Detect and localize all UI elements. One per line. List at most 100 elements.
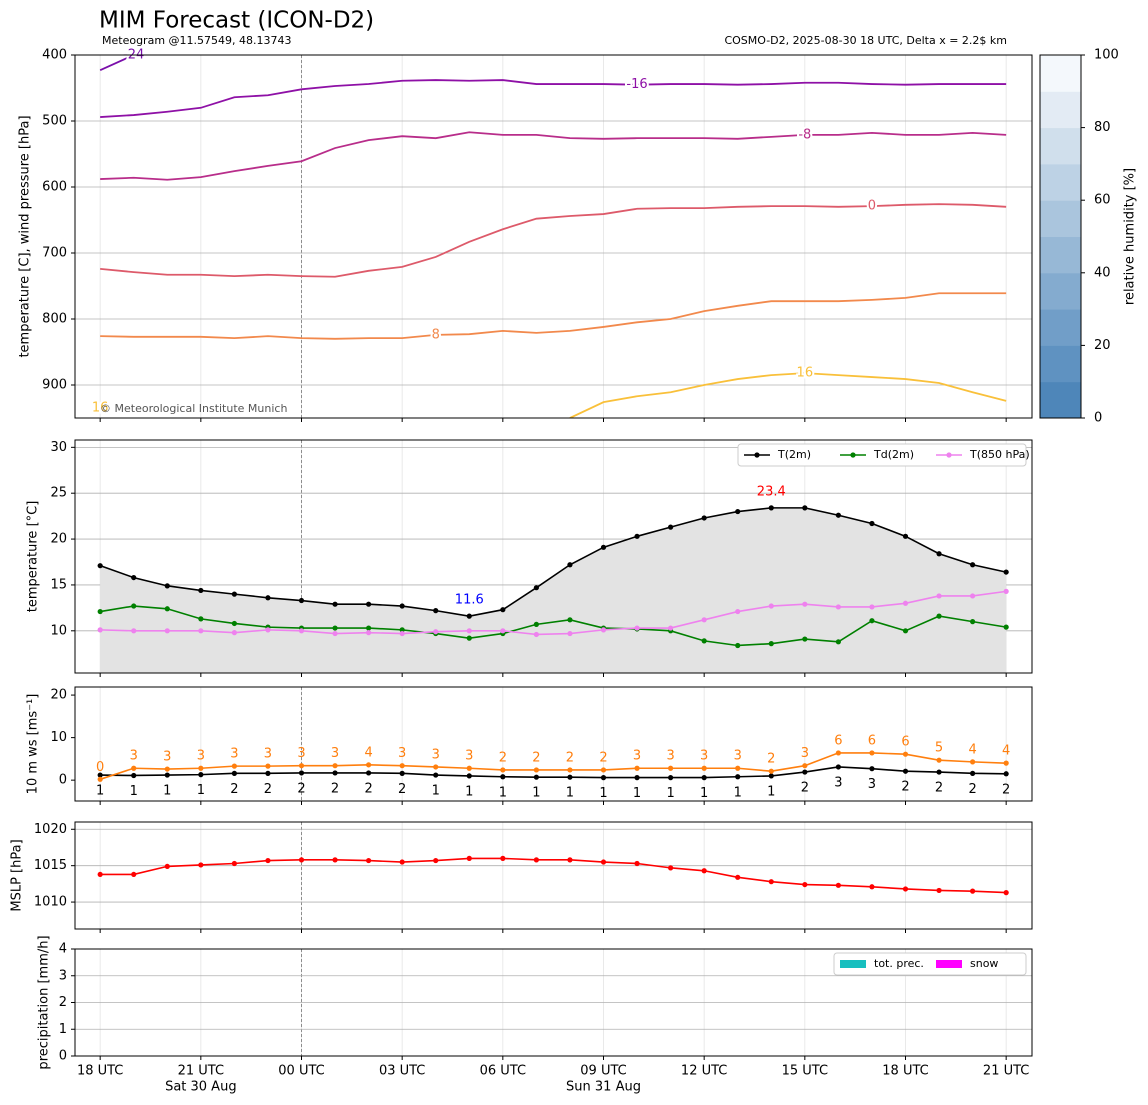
point (902, 600, 909, 606)
value-label: 1 (499, 785, 507, 800)
legend-marker (754, 452, 760, 458)
point (231, 630, 237, 636)
value-label: 4 (968, 742, 976, 757)
legend-box (833, 952, 1027, 976)
x-tick-label: 00 UTC (278, 1064, 324, 1079)
point (970, 770, 976, 776)
point (970, 562, 976, 568)
colorbar-label: relative humidity [%] (1123, 168, 1138, 305)
x-tick-label: 18 UTC (77, 1064, 123, 1079)
point (533, 857, 539, 863)
point (600, 859, 607, 865)
value-label: 4 (364, 745, 372, 760)
point (902, 751, 909, 757)
point (265, 595, 271, 601)
point (231, 591, 237, 597)
point (433, 629, 439, 635)
x-tick-label: 21 UTC (178, 1064, 224, 1079)
y-tick-label: 25 (50, 486, 67, 501)
legend-marker (946, 452, 952, 458)
point (198, 628, 204, 634)
point (466, 765, 472, 771)
point (366, 601, 372, 607)
point (131, 772, 137, 779)
point (902, 628, 909, 634)
annotation: 11.6 (455, 593, 484, 608)
colorbar-tick-label: 0 (1094, 411, 1102, 426)
point (366, 625, 372, 631)
panel: 10 15 20 25 30 temperature [°C] 23.4 11.6 T(2m) T… (26, 439, 1033, 677)
point (433, 857, 439, 864)
colorbar-tick-label: 60 (1094, 193, 1111, 208)
point (567, 767, 573, 773)
y-tick-label: 10 (50, 623, 67, 638)
legend-label: snow (970, 957, 998, 970)
legend-marker (850, 452, 856, 458)
point (164, 863, 170, 870)
value-label: 1 (666, 786, 674, 801)
point (332, 601, 338, 607)
point (600, 767, 607, 773)
point (634, 533, 640, 539)
point (466, 613, 472, 619)
point (869, 604, 875, 610)
value-label: 3 (734, 749, 742, 764)
point (433, 772, 439, 778)
value-label: 3 (130, 749, 138, 764)
point (970, 759, 976, 765)
y-tick-label: 1 (59, 1022, 67, 1037)
point (500, 774, 506, 780)
point (902, 768, 909, 774)
legend-label: tot. prec. (874, 957, 924, 970)
point (131, 871, 137, 878)
y-tick-label: 3 (59, 968, 67, 983)
y-axis-label: temperature [°C] (26, 501, 41, 613)
point (869, 750, 875, 756)
colorbar-band (1040, 127, 1081, 165)
series-line (99, 752, 1007, 781)
point (533, 774, 539, 780)
legend-label: Td(2m) (873, 448, 914, 461)
value-label: 3 (868, 777, 876, 792)
colorbar-band (1040, 55, 1081, 92)
point (735, 774, 741, 780)
point (366, 857, 372, 864)
point (835, 882, 841, 888)
point (298, 763, 305, 769)
point (198, 616, 204, 622)
point (231, 770, 237, 776)
point (869, 520, 875, 527)
contour-label: -8 (798, 127, 811, 142)
series-line (100, 605, 1007, 647)
axes-frame (74, 821, 1033, 930)
value-label: 1 (633, 786, 641, 801)
plot-area (75, 55, 1032, 418)
point (466, 773, 472, 779)
point (802, 505, 808, 511)
value-label: 0 (96, 760, 104, 775)
point (231, 763, 237, 769)
y-tick-label: 1015 (34, 858, 67, 873)
point (1003, 588, 1009, 594)
series-line (100, 857, 1007, 894)
x-tick-label: 15 UTC (782, 1064, 828, 1079)
value-label: 2 (264, 782, 272, 797)
point (164, 606, 170, 612)
contour-label: 8 (432, 327, 440, 342)
point (500, 767, 506, 773)
point (366, 770, 372, 776)
point (265, 857, 271, 864)
value-label: 2 (935, 781, 943, 796)
point (735, 765, 741, 771)
value-label: 2 (767, 752, 775, 767)
value-label: 1 (566, 786, 574, 801)
y-tick-label: 600 (42, 180, 67, 195)
point (1003, 624, 1009, 630)
legend-swatch (936, 960, 962, 968)
point (869, 618, 875, 624)
value-label: 3 (633, 749, 641, 764)
colorbar-tick-label: 20 (1094, 338, 1111, 353)
colorbar-tick-label: 100 (1094, 48, 1119, 63)
legend-swatch (840, 960, 866, 968)
colorbar-band (1040, 272, 1081, 310)
